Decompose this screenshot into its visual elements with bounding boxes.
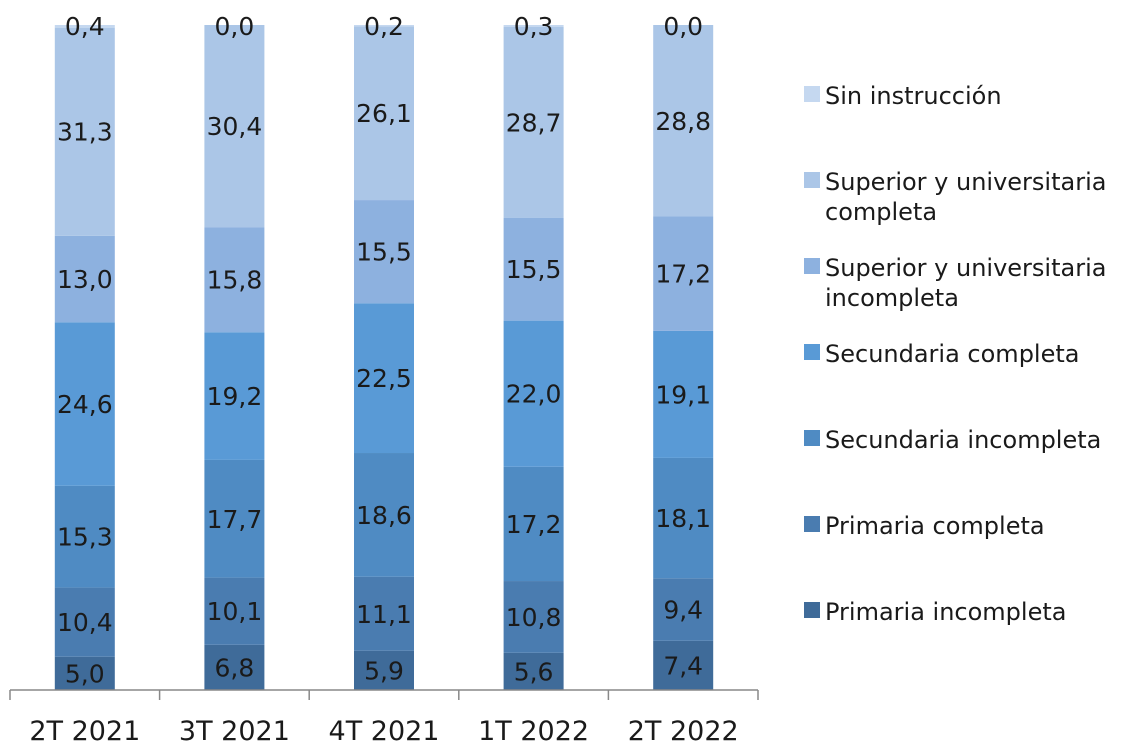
bar-3t-2021-superior-y-universitaria-completa	[204, 25, 265, 228]
data-label-2t-2021-superior-y-universitaria-completa: 31,3	[57, 118, 113, 147]
legend-label-superior-y-universitaria-incompleta: incompleta	[825, 284, 959, 312]
legend-label-superior-y-universitaria-completa: Superior y universitaria	[825, 168, 1106, 196]
bar-2t-2021-superior-y-universitaria-completa	[54, 27, 115, 236]
data-label-4t-2021-superior-y-universitaria-incompleta: 15,5	[356, 238, 412, 267]
bar-1t-2022-primaria-completa	[503, 581, 564, 653]
legend-swatch-superior-y-universitaria-completa	[804, 172, 820, 188]
bar-2t-2021-superior-y-universitaria-incompleta	[54, 235, 115, 323]
data-label-2t-2022-primaria-completa: 9,4	[663, 596, 703, 625]
legend-label-primaria-incompleta: Primaria incompleta	[825, 598, 1066, 626]
data-label-1t-2022-sin-instruccion: 0,3	[514, 12, 554, 41]
bar-1t-2022-superior-y-universitaria-completa	[503, 26, 564, 218]
bar-3t-2021-primaria-incompleta	[204, 644, 265, 690]
bar-4t-2021-superior-y-universitaria-incompleta	[354, 200, 414, 304]
bar-2t-2022-primaria-incompleta	[653, 640, 714, 690]
x-tick-label-1t-2022: 1T 2022	[478, 716, 589, 743]
data-label-1t-2022-primaria-completa: 10,8	[506, 603, 562, 632]
bar-2t-2022-superior-y-universitaria-completa	[653, 25, 714, 217]
bar-1t-2022-superior-y-universitaria-incompleta	[503, 217, 564, 321]
legend-label-secundaria-incompleta: Secundaria incompleta	[825, 426, 1101, 454]
data-label-2t-2021-superior-y-universitaria-incompleta: 13,0	[57, 265, 113, 294]
bar-1t-2022-primaria-incompleta	[503, 652, 564, 690]
bar-2t-2021-secundaria-incompleta	[54, 485, 115, 588]
data-label-2t-2021-primaria-completa: 10,4	[57, 608, 113, 637]
legend-swatch-primaria-completa	[804, 516, 820, 532]
data-label-4t-2021-primaria-completa: 11,1	[356, 600, 412, 629]
x-tick-label-4t-2021: 4T 2021	[329, 716, 440, 743]
bar-2t-2022-secundaria-incompleta	[653, 457, 714, 579]
data-label-3t-2021-sin-instruccion: 0,0	[215, 12, 255, 41]
data-label-3t-2021-superior-y-universitaria-incompleta: 15,8	[207, 266, 263, 295]
data-label-1t-2022-secundaria-incompleta: 17,2	[506, 510, 562, 539]
data-label-2t-2021-secundaria-incompleta: 15,3	[57, 523, 113, 552]
data-label-4t-2021-secundaria-incompleta: 18,6	[356, 501, 412, 530]
data-label-4t-2021-superior-y-universitaria-completa: 26,1	[356, 99, 412, 128]
x-tick-label-3t-2021: 3T 2021	[179, 716, 290, 743]
legend-label-secundaria-completa: Secundaria completa	[825, 340, 1079, 368]
data-label-3t-2021-secundaria-incompleta: 17,7	[207, 505, 263, 534]
data-label-4t-2021-secundaria-completa: 22,5	[356, 364, 412, 393]
legend-label-superior-y-universitaria-incompleta: Superior y universitaria	[825, 254, 1106, 282]
legend-swatch-secundaria-completa	[804, 344, 820, 360]
bar-2t-2021-sin-instruccion	[54, 25, 115, 28]
data-label-2t-2022-superior-y-universitaria-completa: 28,8	[655, 107, 711, 136]
bar-4t-2021-secundaria-incompleta	[354, 453, 414, 577]
data-label-4t-2021-primaria-incompleta: 5,9	[364, 656, 404, 685]
legend-swatch-primaria-incompleta	[804, 602, 820, 618]
data-label-3t-2021-secundaria-completa: 19,2	[207, 382, 263, 411]
bar-2t-2022-primaria-completa	[653, 578, 714, 641]
bar-2t-2022-superior-y-universitaria-incompleta	[653, 216, 714, 331]
data-label-1t-2022-primaria-incompleta: 5,6	[514, 657, 554, 686]
data-label-2t-2022-secundaria-incompleta: 18,1	[655, 504, 711, 533]
bar-1t-2022-secundaria-completa	[503, 320, 564, 467]
bar-4t-2021-sin-instruccion	[354, 25, 414, 27]
legend-label-primaria-completa: Primaria completa	[825, 512, 1045, 540]
data-label-1t-2022-secundaria-completa: 22,0	[506, 380, 562, 409]
legend-swatch-secundaria-incompleta	[804, 430, 820, 446]
data-label-1t-2022-superior-y-universitaria-incompleta: 15,5	[506, 255, 562, 284]
bar-2t-2021-primaria-incompleta	[54, 656, 115, 690]
bar-4t-2021-secundaria-completa	[354, 303, 414, 454]
bar-3t-2021-secundaria-completa	[204, 332, 265, 460]
data-label-2t-2022-secundaria-completa: 19,1	[655, 380, 711, 409]
legend-label-sin-instruccion: Sin instrucción	[825, 82, 1002, 110]
data-label-3t-2021-superior-y-universitaria-completa: 30,4	[207, 112, 263, 141]
data-label-2t-2021-sin-instruccion: 0,4	[65, 12, 105, 41]
bar-3t-2021-primaria-completa	[204, 577, 265, 645]
bar-2t-2021-secundaria-completa	[54, 322, 115, 486]
data-label-1t-2022-superior-y-universitaria-completa: 28,7	[506, 108, 562, 137]
x-tick-label-2t-2021: 2T 2021	[29, 716, 140, 743]
x-axis: 2T 2021 3T 2021 4T 2021 1T 2022 2T 2022	[9, 689, 759, 743]
data-label-2t-2021-secundaria-completa: 24,6	[57, 390, 113, 419]
data-label-4t-2021-sin-instruccion: 0,2	[364, 12, 404, 41]
bar-3t-2021-superior-y-universitaria-incompleta	[204, 227, 265, 333]
bar-1t-2022-secundaria-incompleta	[503, 466, 564, 582]
bar-2t-2022-secundaria-completa	[653, 330, 714, 458]
bar-3t-2021-secundaria-incompleta	[204, 459, 265, 578]
bar-4t-2021-primaria-incompleta	[354, 650, 414, 690]
data-label-3t-2021-primaria-incompleta: 6,8	[215, 653, 255, 682]
bar-2t-2021-primaria-completa	[54, 587, 115, 657]
data-label-2t-2021-primaria-incompleta: 5,0	[65, 659, 105, 688]
data-label-2t-2022-sin-instruccion: 0,0	[663, 12, 703, 41]
bar-4t-2021-superior-y-universitaria-completa	[354, 26, 414, 201]
legend-swatch-sin-instruccion	[804, 86, 820, 102]
legend-label-superior-y-universitaria-completa: completa	[825, 198, 937, 226]
data-label-2t-2022-primaria-incompleta: 7,4	[663, 651, 703, 680]
data-label-3t-2021-primaria-completa: 10,1	[207, 597, 263, 626]
data-label-2t-2022-superior-y-universitaria-incompleta: 17,2	[655, 260, 711, 289]
x-tick-label-2t-2022: 2T 2022	[628, 716, 739, 743]
bar-4t-2021-primaria-completa	[354, 576, 414, 651]
bars-group: 5,0 10,4 15,3 24,6 13,0 31,3 0,4 6,8 10,1 17,7 19,…	[54, 12, 714, 690]
legend-swatch-superior-y-universitaria-incompleta	[804, 258, 820, 274]
bar-1t-2022-sin-instruccion	[503, 25, 564, 27]
